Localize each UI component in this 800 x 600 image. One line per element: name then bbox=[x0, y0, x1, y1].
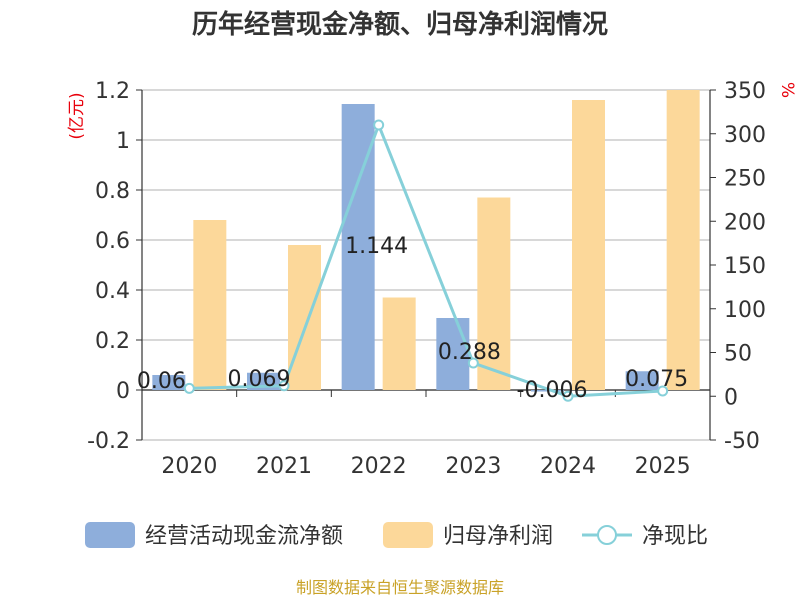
left-tick-label: 0.8 bbox=[95, 179, 130, 204]
right-tick-label: -50 bbox=[724, 429, 760, 454]
ratio-point bbox=[562, 390, 574, 402]
right-tick-label: 50 bbox=[724, 342, 752, 367]
legend-label-net-profit: 归母净利润 bbox=[443, 524, 553, 549]
legend-swatch-net-profit bbox=[383, 522, 433, 548]
right-axis-unit: % bbox=[777, 82, 797, 98]
left-tick-label: 1.2 bbox=[95, 79, 130, 104]
right-tick-label: 200 bbox=[724, 210, 766, 235]
left-tick-label: 0.2 bbox=[95, 329, 130, 354]
ratio-point bbox=[657, 385, 669, 397]
right-tick-label: 350 bbox=[724, 79, 766, 104]
right-tick-label: 300 bbox=[724, 123, 766, 148]
ratio-line bbox=[189, 120, 663, 398]
data-label: 0.06 bbox=[137, 369, 186, 394]
bar-cash-flow bbox=[152, 375, 186, 390]
bar-cash-flow bbox=[531, 390, 564, 392]
data-label: 0.069 bbox=[228, 367, 291, 392]
data-label: 1.144 bbox=[345, 234, 408, 259]
chart-title: 历年经营现金净额、归母净利润情况 bbox=[192, 9, 608, 40]
ratio-point bbox=[278, 380, 290, 392]
ratio-point bbox=[183, 382, 195, 394]
right-tick-label: 0 bbox=[724, 385, 738, 410]
bar-net-profit bbox=[477, 197, 511, 390]
ratio-point bbox=[373, 119, 385, 131]
bar-net-profit bbox=[382, 297, 416, 390]
plot-area: -0.2 0 0.2 0.4 0.6 0.8 1 1.2 -50 0 50 100 150 200 250 3… bbox=[67, 79, 797, 479]
data-label: -0.006 bbox=[517, 378, 588, 403]
bar-net-profit bbox=[572, 100, 605, 390]
ratio-point bbox=[467, 357, 479, 369]
data-label: 0.075 bbox=[625, 367, 688, 392]
x-tick-label: 2020 bbox=[161, 454, 217, 479]
right-tick-label: 100 bbox=[724, 298, 766, 323]
bar-net-profit bbox=[666, 90, 700, 390]
bar-net-profit bbox=[193, 220, 227, 390]
x-tick-label: 2022 bbox=[351, 454, 407, 479]
data-label: 0.288 bbox=[438, 340, 501, 365]
x-tick-label: 2025 bbox=[635, 454, 691, 479]
legend-marker-ratio bbox=[597, 525, 617, 545]
left-tick-label: 0.4 bbox=[95, 279, 130, 304]
left-tick-label: 1 bbox=[116, 129, 130, 154]
legend-swatch-cash-flow bbox=[85, 522, 135, 548]
right-tick-label: 150 bbox=[724, 254, 766, 279]
left-tick-label: 0.6 bbox=[95, 229, 130, 254]
legend-label-ratio: 净现比 bbox=[642, 524, 708, 549]
bar-net-profit bbox=[288, 245, 321, 390]
legend: 经营活动现金流净额 归母净利润 净现比 bbox=[85, 522, 708, 549]
bar-cash-flow bbox=[625, 371, 659, 390]
left-tick-label: 0 bbox=[116, 379, 130, 404]
left-tick-label: -0.2 bbox=[87, 429, 130, 454]
right-tick-label: 250 bbox=[724, 167, 766, 192]
legend-label-cash-flow: 经营活动现金流净额 bbox=[145, 524, 343, 549]
x-tick-label: 2021 bbox=[256, 454, 312, 479]
bar-cash-flow bbox=[436, 318, 470, 390]
x-tick-label: 2023 bbox=[445, 454, 501, 479]
left-axis-unit: (亿元) bbox=[67, 92, 87, 139]
source-note: 制图数据来自恒生聚源数据库 bbox=[296, 578, 504, 597]
x-tick-label: 2024 bbox=[540, 454, 596, 479]
